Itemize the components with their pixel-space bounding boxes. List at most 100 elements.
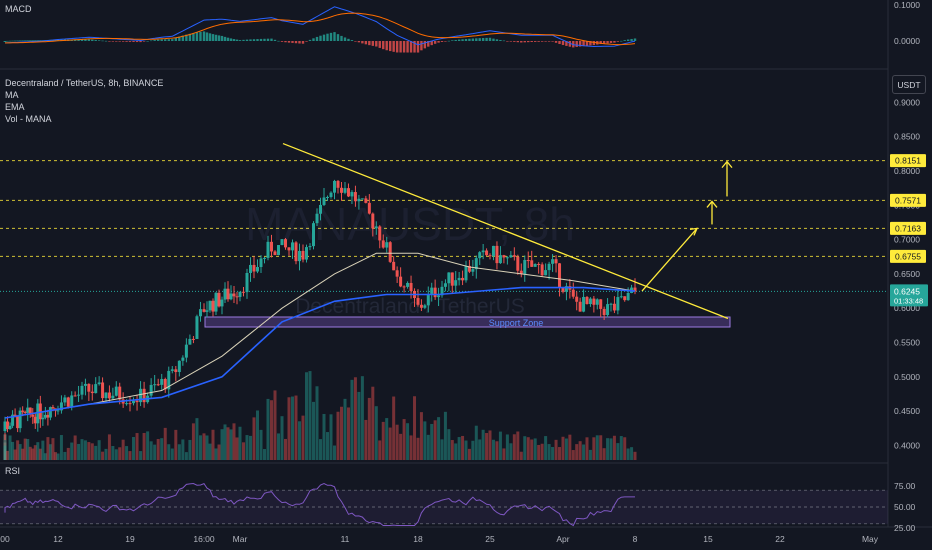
volume-bar — [568, 434, 572, 460]
macd-histogram-bar — [451, 40, 454, 41]
candle-body — [419, 304, 423, 308]
macd-histogram-bar — [128, 41, 132, 42]
candle-body — [326, 196, 329, 198]
candle-body — [467, 265, 471, 272]
volume-bars — [3, 371, 637, 460]
candle-body — [561, 287, 565, 292]
macd-histogram-bar — [294, 41, 298, 44]
macd-histogram-bar — [31, 40, 34, 41]
time-tick: 19 — [125, 534, 135, 544]
macd-histogram-bar — [121, 41, 125, 42]
volume-bar — [308, 371, 312, 460]
volume-bar — [399, 433, 403, 460]
indicator-volume[interactable]: Vol - MANA — [5, 114, 52, 124]
symbol-title[interactable]: Decentraland / TetherUS, 8h, BINANCE — [5, 78, 163, 88]
candle-body — [547, 263, 551, 271]
volume-bar — [612, 435, 616, 460]
macd-histogram-bar — [589, 41, 592, 46]
volume-bar — [245, 435, 249, 460]
candle-body — [612, 303, 616, 311]
volume-bar — [256, 410, 259, 460]
support-zone[interactable]: Support Zone — [204, 316, 731, 328]
macd-histogram-bar — [319, 35, 322, 41]
volume-bar — [31, 448, 35, 460]
macd-histogram-bar — [202, 31, 206, 41]
candle-body — [208, 300, 212, 311]
macd-histogram-bar — [565, 41, 568, 46]
volume-bar — [578, 441, 582, 460]
volume-bar — [56, 453, 60, 460]
volume-bar — [226, 427, 230, 460]
watermark-name: Decentraland / TetherUS — [295, 295, 525, 318]
volume-bar — [38, 448, 42, 460]
volume-bar — [51, 438, 55, 460]
rsi-axis: 75.00 50.00 25.00 — [894, 481, 916, 533]
macd-histogram-bar — [385, 41, 388, 51]
macd-histogram-bar — [444, 41, 447, 42]
candle-body — [33, 416, 37, 424]
candle-body — [554, 259, 558, 264]
candle-body — [97, 382, 101, 385]
volume-bar — [471, 440, 475, 460]
indicator-ma[interactable]: MA — [5, 90, 19, 100]
volume-bar — [156, 439, 160, 460]
time-tick: 8 — [633, 534, 638, 544]
volume-bar — [498, 431, 502, 460]
macd-histogram-bar — [350, 40, 354, 41]
volume-bar — [114, 449, 118, 460]
macd-histogram-bar — [174, 37, 178, 41]
volume-bar — [395, 424, 399, 460]
macd-histogram-bar — [388, 41, 392, 52]
macd-histogram-bar — [516, 41, 520, 43]
target-levels — [0, 160, 888, 292]
candle-body — [259, 258, 263, 267]
candle-body — [77, 394, 81, 396]
candle-body — [395, 270, 399, 277]
macd-histogram-bar — [280, 41, 284, 42]
candle-body — [242, 291, 245, 293]
candle-body — [312, 223, 315, 247]
current-price-label: 0.6245 — [894, 286, 920, 296]
macd-histogram-bar — [11, 40, 14, 42]
volume-bar — [626, 448, 630, 460]
volume-bar — [530, 439, 534, 460]
macd-histogram-bar — [527, 41, 530, 43]
currency-button[interactable]: USDT — [892, 75, 926, 94]
macd-histogram-bar — [29, 40, 32, 41]
candle-body — [80, 385, 84, 395]
candle-body — [31, 414, 35, 417]
macd-histogram-bar — [620, 40, 623, 42]
support-zone-box[interactable] — [204, 316, 731, 328]
macd-histogram-bar — [558, 41, 561, 44]
volume-bar — [350, 379, 354, 460]
candle-body — [198, 309, 202, 317]
volume-bar — [602, 448, 606, 460]
volume-bar — [149, 441, 153, 460]
volume-bar — [564, 438, 568, 460]
volume-bar — [121, 439, 125, 460]
volume-bar — [488, 430, 492, 460]
indicator-ema[interactable]: EMA — [5, 102, 25, 112]
candle-body — [505, 257, 509, 259]
candle-body — [443, 283, 447, 287]
price-tick: 0.8000 — [894, 166, 920, 176]
candle-body — [491, 245, 495, 257]
volume-bar — [284, 438, 287, 460]
volume-bar — [478, 439, 482, 460]
candle-body — [626, 292, 630, 301]
macd-histogram-bar — [146, 40, 149, 42]
support-zone-label: Support Zone — [489, 318, 544, 328]
candle-body — [245, 272, 249, 293]
time-axis[interactable]: 00 12 19 16:00 Mar 11 18 25 Apr 8 15 22 May — [0, 534, 879, 544]
macd-histogram-bar — [26, 40, 29, 41]
volume-bar — [142, 432, 146, 460]
macd-histogram-bar — [575, 41, 578, 47]
volume-bar — [406, 423, 410, 460]
candle-body — [582, 296, 586, 312]
volume-bar — [430, 423, 434, 460]
trend-drawings[interactable] — [282, 142, 733, 320]
candle-body — [440, 286, 444, 296]
macd-histogram-bar — [142, 41, 146, 42]
candle-body — [495, 245, 499, 264]
